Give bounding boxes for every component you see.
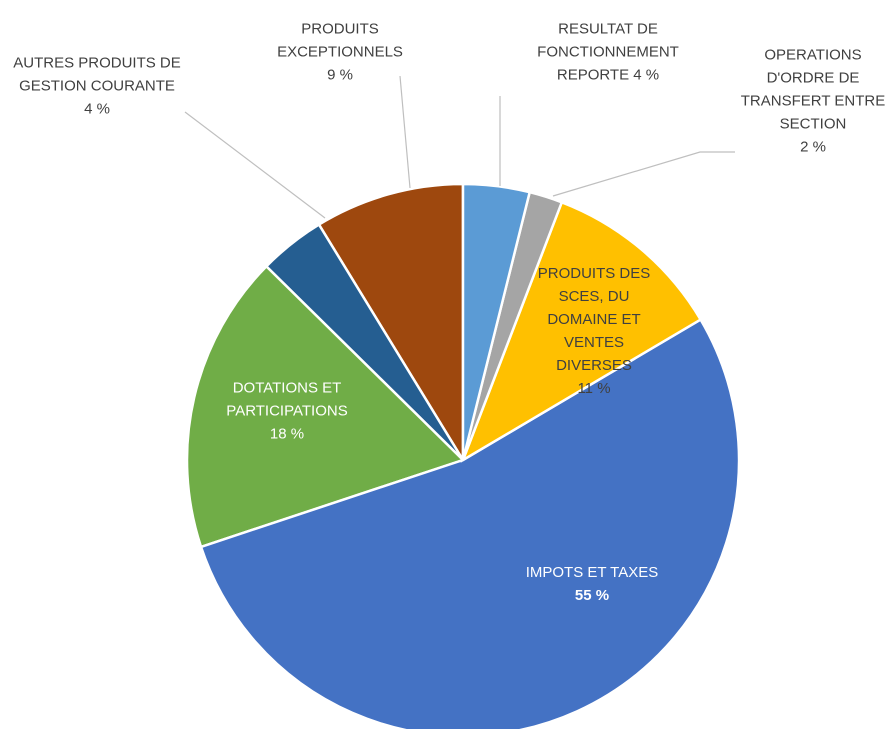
category-label: PRODUITS EXCEPTIONNELS: [277, 20, 403, 61]
leader-line: [552, 151, 735, 197]
slice-label: RESULTAT DE FONCTIONNEMENT REPORTE 4 %: [521, 18, 696, 87]
pie-slice: [185, 264, 466, 549]
slice-label: OPERATIONS D'ORDRE DE TRANSFERT ENTRE SE…: [738, 44, 888, 159]
slice-label: IMPOTS ET TAXES 55 %: [482, 561, 702, 607]
value-label: 55 %: [574, 587, 610, 604]
slice-label: PRODUITS EXCEPTIONNELS 9 %: [260, 18, 420, 87]
value-label: 4 %: [84, 100, 110, 118]
pie-slice: [461, 182, 532, 461]
category-label: OPERATIONS D'ORDRE DE TRANSFERT ENTRE SE…: [740, 46, 886, 133]
pie-slice: [460, 200, 703, 463]
category-label: AUTRES PRODUITS DE GESTION COURANTE: [13, 54, 181, 95]
slice-label: AUTRES PRODUITS DE GESTION COURANTE 4 %: [2, 52, 192, 121]
pie-slice: [199, 317, 741, 729]
value-label: 9 %: [327, 66, 353, 84]
value-label: 4 %: [633, 66, 660, 84]
category-label: IMPOTS ET TAXES: [525, 564, 659, 581]
category-label: DOTATIONS ET PARTICIPATIONS: [226, 379, 348, 420]
value-label: 11 %: [577, 380, 611, 397]
leader-line: [399, 75, 411, 189]
pie-slice: [317, 182, 465, 465]
value-label: 18 %: [269, 425, 305, 443]
value-label: 2 %: [800, 138, 826, 156]
category-label: PRODUITS DES SCES, DU DOMAINE ET VENTES …: [537, 265, 651, 374]
leader-lines: [184, 75, 735, 219]
slice-label: DOTATIONS ET PARTICIPATIONS 18 %: [202, 377, 372, 446]
category-label: RESULTAT DE FONCTIONNEMENT REPORTE: [537, 20, 679, 84]
slice-label: PRODUITS DES SCES, DU DOMAINE ET VENTES …: [524, 262, 664, 400]
leader-line: [184, 111, 326, 219]
